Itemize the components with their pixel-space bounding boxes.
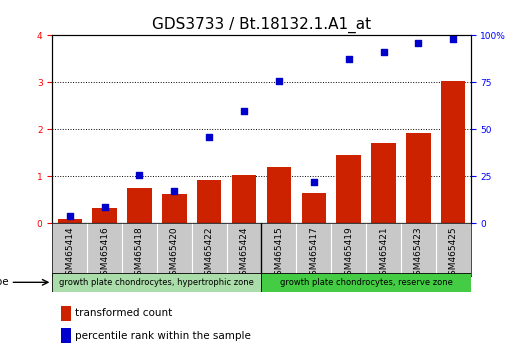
Text: GSM465417: GSM465417 <box>309 227 319 281</box>
Text: percentile rank within the sample: percentile rank within the sample <box>75 331 251 341</box>
Text: cell type: cell type <box>0 277 9 287</box>
Bar <box>406 133 430 223</box>
Bar <box>441 81 465 223</box>
Bar <box>93 208 117 223</box>
Text: GSM465415: GSM465415 <box>275 227 283 281</box>
Point <box>310 179 318 184</box>
Bar <box>371 143 396 223</box>
Bar <box>127 188 152 223</box>
Bar <box>267 167 291 223</box>
Bar <box>302 193 326 223</box>
Text: growth plate chondrocytes, hypertrophic zone: growth plate chondrocytes, hypertrophic … <box>60 278 254 287</box>
Bar <box>61 328 71 343</box>
Point <box>135 172 144 178</box>
Point <box>240 109 248 114</box>
Point <box>414 41 423 46</box>
Point <box>65 213 74 218</box>
Text: GSM465414: GSM465414 <box>65 227 74 281</box>
Point <box>345 56 353 62</box>
Text: GSM465418: GSM465418 <box>135 227 144 281</box>
Text: GSM465419: GSM465419 <box>344 227 353 281</box>
Text: growth plate chondrocytes, reserve zone: growth plate chondrocytes, reserve zone <box>280 278 452 287</box>
FancyBboxPatch shape <box>262 273 471 292</box>
Bar <box>58 219 82 223</box>
Bar <box>197 180 221 223</box>
Text: GSM465423: GSM465423 <box>414 227 423 281</box>
Point <box>275 79 283 84</box>
Point <box>100 204 109 210</box>
Title: GDS3733 / Bt.18132.1.A1_at: GDS3733 / Bt.18132.1.A1_at <box>152 16 371 33</box>
Text: transformed count: transformed count <box>75 308 173 318</box>
Point <box>449 36 458 41</box>
Bar <box>336 155 361 223</box>
Point <box>205 135 213 140</box>
Text: GSM465420: GSM465420 <box>170 227 179 281</box>
Point <box>379 49 388 55</box>
Bar <box>162 194 187 223</box>
Text: GSM465421: GSM465421 <box>379 227 388 281</box>
Text: GSM465422: GSM465422 <box>204 227 214 281</box>
Text: GSM465424: GSM465424 <box>240 227 248 281</box>
Bar <box>232 175 256 223</box>
Point <box>170 188 178 194</box>
Bar <box>61 306 71 321</box>
Text: GSM465416: GSM465416 <box>100 227 109 281</box>
Text: GSM465425: GSM465425 <box>449 227 458 281</box>
FancyBboxPatch shape <box>52 273 262 292</box>
